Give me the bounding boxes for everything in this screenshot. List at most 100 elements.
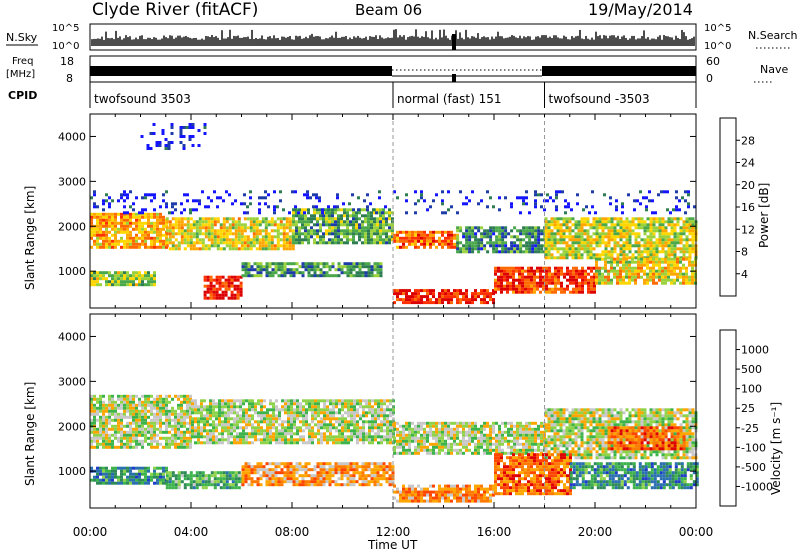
data-cell xyxy=(302,411,305,415)
data-cell xyxy=(239,402,242,406)
data-cell xyxy=(123,211,126,215)
data-cell xyxy=(649,232,653,236)
data-cell xyxy=(278,438,281,442)
data-cell xyxy=(595,253,599,257)
data-cell xyxy=(159,221,162,225)
data-cell xyxy=(263,420,266,424)
data-cell xyxy=(353,423,356,427)
data-cell xyxy=(93,397,96,401)
data-cell xyxy=(261,196,264,200)
data-cell xyxy=(513,247,517,251)
data-cell xyxy=(237,241,241,245)
data-cell xyxy=(114,406,117,410)
data-cell xyxy=(149,147,153,150)
data-cell xyxy=(368,438,371,442)
data-cell xyxy=(117,274,120,278)
data-cell xyxy=(441,199,444,203)
data-cell xyxy=(355,265,359,269)
data-cell xyxy=(349,214,352,218)
data-cell xyxy=(102,433,105,437)
data-cell xyxy=(676,257,679,261)
data-cell xyxy=(174,244,178,248)
data-cell xyxy=(516,229,520,233)
data-cell xyxy=(567,205,570,209)
data-cell xyxy=(325,217,328,221)
data-cell xyxy=(539,278,542,282)
data-cell xyxy=(132,242,135,246)
data-cell xyxy=(156,218,159,222)
data-cell xyxy=(679,232,683,236)
data-cell xyxy=(679,229,683,233)
data-cell xyxy=(417,236,420,240)
data-cell xyxy=(287,414,290,418)
data-cell xyxy=(547,235,551,239)
data-cell xyxy=(604,232,608,236)
data-cell xyxy=(373,217,376,221)
data-cell xyxy=(250,274,254,278)
data-cell xyxy=(150,230,153,234)
data-cell xyxy=(450,230,453,234)
data-cell xyxy=(587,290,590,294)
data-cell xyxy=(171,235,175,239)
data-cell xyxy=(266,417,269,421)
data-cell xyxy=(114,436,117,440)
data-cell xyxy=(652,257,655,261)
data-cell xyxy=(243,238,247,242)
data-cell xyxy=(636,199,639,203)
data-cell xyxy=(177,397,180,401)
data-cell xyxy=(244,262,248,266)
data-cell xyxy=(673,281,676,285)
data-cell xyxy=(575,272,578,276)
data-cell xyxy=(527,284,530,288)
data-cell xyxy=(447,239,450,243)
data-cell xyxy=(96,280,99,284)
data-cell xyxy=(260,441,263,445)
data-cell xyxy=(240,229,244,233)
data-cell xyxy=(111,424,114,428)
data-cell xyxy=(165,415,168,419)
data-cell xyxy=(221,438,224,442)
data-cell xyxy=(525,250,529,254)
data-cell xyxy=(332,435,335,439)
data-cell xyxy=(200,411,203,415)
data-cell xyxy=(483,292,486,296)
data-cell xyxy=(304,208,307,212)
data-cell xyxy=(510,205,513,209)
data-cell xyxy=(551,272,554,276)
data-cell xyxy=(386,438,389,442)
data-cell xyxy=(367,238,370,242)
data-cell xyxy=(530,290,533,294)
data-cell xyxy=(117,227,120,231)
data-cell xyxy=(209,414,212,418)
data-cell xyxy=(108,236,111,240)
data-cell xyxy=(634,241,638,245)
data-cell xyxy=(267,238,271,242)
data-cell xyxy=(555,190,558,194)
data-cell xyxy=(120,427,123,431)
data-cell xyxy=(209,438,212,442)
data-cell xyxy=(494,290,497,294)
data-cell xyxy=(312,193,315,197)
data-cell xyxy=(180,424,183,428)
data-cell xyxy=(658,232,662,236)
data-cell xyxy=(586,256,590,260)
data-cell xyxy=(613,260,616,264)
data-cell xyxy=(201,217,205,221)
data-cell xyxy=(495,235,499,239)
data-cell xyxy=(673,247,677,251)
data-cell xyxy=(486,292,489,296)
data-cell xyxy=(90,403,93,407)
data-cell xyxy=(276,217,280,221)
data-cell xyxy=(165,394,168,398)
data-cell xyxy=(165,232,169,236)
data-cell xyxy=(293,411,296,415)
data-cell xyxy=(471,190,474,194)
data-cell xyxy=(105,212,108,216)
data-cell xyxy=(346,241,349,245)
data-cell xyxy=(191,411,194,415)
data-cell xyxy=(423,239,426,243)
data-cell xyxy=(643,269,646,273)
data-cell xyxy=(153,277,156,281)
data-cell xyxy=(144,277,147,281)
data-cell xyxy=(389,441,392,445)
